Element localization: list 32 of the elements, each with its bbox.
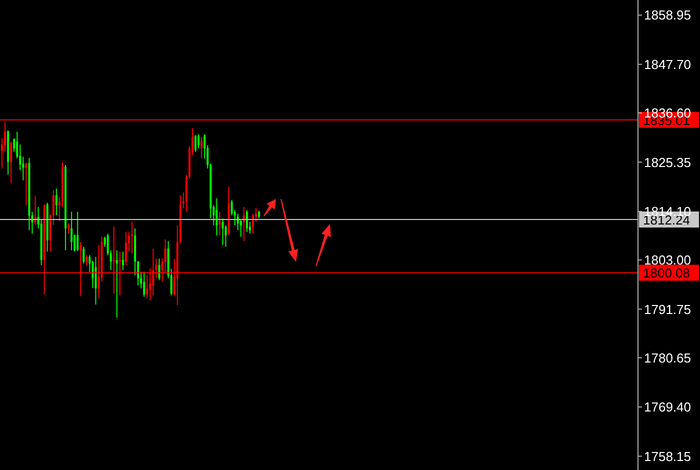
candlestick xyxy=(143,271,146,298)
y-tick-label: 1758.15 xyxy=(644,448,691,464)
y-tick-label: 1769.40 xyxy=(644,400,691,415)
y-tick-label: 1803.00 xyxy=(644,252,691,268)
candlestick xyxy=(122,251,124,271)
candlestick xyxy=(131,221,134,254)
candlestick xyxy=(194,134,197,152)
candlestick xyxy=(76,211,79,252)
candlestick xyxy=(68,223,70,234)
candlestick xyxy=(86,254,88,266)
candlestick xyxy=(222,218,224,246)
candlestick xyxy=(246,210,248,232)
candlestick xyxy=(55,188,58,216)
candlestick xyxy=(200,136,203,159)
y-tick-label: 1825.35 xyxy=(644,154,691,170)
ref-line-label: 1800.08 xyxy=(643,266,690,281)
y-tick-label: 1780.65 xyxy=(644,350,691,366)
y-tick-label: 1847.70 xyxy=(644,56,691,72)
candlestick xyxy=(124,231,127,266)
candlestick xyxy=(158,258,160,281)
candlestick xyxy=(94,256,97,306)
candlestick xyxy=(25,162,28,206)
candlestick xyxy=(218,211,221,236)
y-tick-label: 1791.75 xyxy=(644,302,691,317)
candlestick xyxy=(216,198,218,236)
candlestick xyxy=(116,250,118,318)
candlestick xyxy=(198,134,200,149)
candlestick xyxy=(70,211,73,251)
candlestick xyxy=(10,141,12,184)
candlestick xyxy=(224,224,227,248)
y-tick-label: 1858.95 xyxy=(644,8,691,23)
candlestick xyxy=(82,246,85,264)
